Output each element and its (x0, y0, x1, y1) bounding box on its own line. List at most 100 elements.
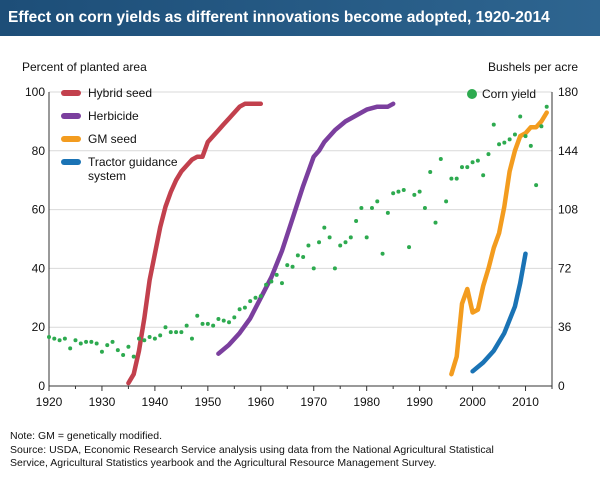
corn-yield-point (465, 165, 470, 170)
corn-yield-point (539, 124, 544, 129)
corn-yield-point (523, 134, 528, 139)
corn-yield-point (534, 183, 539, 188)
corn-yield-point (396, 189, 401, 194)
corn-yield-point (518, 114, 523, 119)
corn-yield-point (317, 240, 322, 245)
corn-yield-point (264, 282, 269, 287)
corn-yield-point (338, 243, 343, 248)
corn-yield-point (89, 339, 94, 344)
source-line-1: Source: USDA, Economic Research Service … (10, 444, 494, 456)
left-tick-label: 100 (25, 85, 45, 99)
corn-yield-point (428, 170, 433, 175)
right-tick-label: 108 (558, 203, 578, 217)
corn-yield-point (168, 330, 173, 335)
x-tick-label: 1980 (353, 395, 380, 409)
source-line-2: Service, Agricultural Statistics yearboo… (10, 457, 437, 469)
corn-yield-point (380, 251, 385, 256)
corn-yield-point (491, 122, 496, 127)
corn-yield-point (179, 330, 184, 335)
corn-yield-point (184, 323, 189, 328)
corn-yield-point (137, 336, 142, 341)
corn-yield-point (216, 317, 221, 322)
corn-yield-point (248, 299, 253, 304)
corn-yield-point (412, 192, 417, 197)
left-tick-label: 0 (38, 379, 45, 393)
x-tick-label: 1950 (194, 395, 221, 409)
corn-yield-point (110, 339, 115, 344)
corn-yield-point (332, 266, 337, 271)
corn-yield-point (311, 266, 316, 271)
corn-yield-point (417, 189, 422, 194)
corn-yield-point (385, 210, 390, 215)
corn-yield-point (221, 318, 226, 323)
legend-label: GM seed (88, 132, 137, 146)
corn-yield-point (147, 335, 152, 339)
right-tick-label: 180 (558, 85, 578, 99)
footnote: Note: GM = genetically modified. (10, 430, 163, 442)
corn-yield-point (200, 321, 205, 326)
herbicide-line (216, 101, 396, 356)
corn-yield-point (99, 349, 104, 354)
corn-yield-point (481, 173, 486, 178)
hybrid-seed-line (126, 101, 264, 386)
left-tick-label: 20 (32, 320, 46, 334)
tractor-guidance-system-line (470, 251, 528, 374)
corn-yield-point (84, 339, 89, 344)
legend-label-corn-yield: Corn yield (482, 87, 536, 101)
corn-yield-point (507, 137, 512, 142)
chart-title: Effect on corn yields as different innov… (8, 9, 550, 26)
corn-yield-point (497, 142, 502, 147)
x-tick-label: 2000 (459, 395, 486, 409)
corn-yield-point (470, 160, 475, 165)
corn-yield-point (354, 219, 359, 224)
corn-yield-point (422, 205, 427, 210)
corn-yield-point (205, 321, 210, 326)
corn-yield-point (68, 346, 73, 351)
corn-yield-point (444, 199, 449, 204)
corn-yield-point (131, 354, 136, 359)
corn-yield-point (121, 352, 126, 357)
corn-yield-point (163, 325, 168, 330)
corn-yield-point (195, 313, 200, 318)
corn-yield-point (407, 245, 412, 250)
corn-yield-point (52, 336, 57, 341)
corn-yield-point (306, 243, 311, 248)
x-tick-label: 1920 (36, 395, 63, 409)
corn-yield-point (73, 338, 78, 343)
corn-yield-point (295, 253, 300, 258)
right-tick-label: 72 (558, 261, 572, 275)
corn-yield-point (253, 295, 258, 300)
gm-seed-line (449, 110, 549, 377)
corn-yield-point (174, 330, 179, 335)
corn-yield-point (343, 240, 348, 245)
corn-yield-point (528, 143, 533, 148)
corn-yield-point (269, 279, 274, 284)
corn-yield-point (486, 152, 491, 157)
legend-label: Hybrid seed (88, 86, 152, 100)
corn-yield-point (142, 338, 147, 343)
corn-yield-point (57, 338, 62, 343)
corn-yield-point (78, 341, 83, 346)
corn-yield-point (237, 307, 242, 312)
corn-yield-point (301, 254, 306, 259)
corn-yield-point (279, 281, 284, 286)
corn-yield-point (544, 104, 549, 109)
x-tick-label: 1990 (406, 395, 433, 409)
right-tick-label: 36 (558, 320, 572, 334)
corn-yield-point (105, 343, 110, 348)
corn-yield-point (189, 336, 194, 341)
title-bar: Effect on corn yields as different innov… (0, 0, 600, 36)
legend-label: Herbicide (88, 109, 139, 123)
corn-yield-point (211, 323, 216, 328)
corn-yield-point (359, 205, 364, 210)
corn-yield-point (115, 348, 120, 353)
right-tick-label: 0 (558, 379, 565, 393)
corn-yield-point (232, 315, 237, 320)
corn-yield-point (369, 205, 374, 210)
corn-yield-point (348, 235, 353, 240)
corn-yield-point (364, 235, 369, 240)
corn-yield-point (274, 272, 279, 277)
corn-yield-point (322, 225, 327, 230)
x-tick-label: 1970 (300, 395, 327, 409)
